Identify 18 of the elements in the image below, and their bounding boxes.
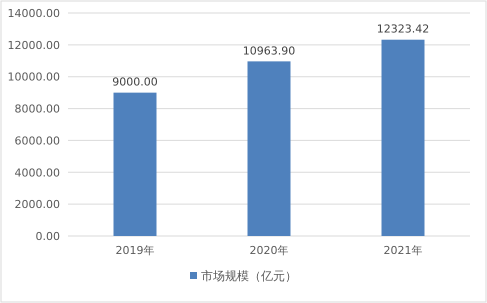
bar — [248, 61, 290, 236]
data-label: 12323.42 — [376, 22, 430, 36]
bar — [382, 40, 424, 236]
x-tick-label: 2021年 — [384, 244, 422, 257]
bar — [114, 92, 156, 236]
y-tick-label: 4000.00 — [14, 166, 60, 180]
x-tick-label: 2020年 — [250, 244, 288, 257]
y-tick-label: 0.00 — [36, 230, 60, 243]
legend-label: 市场规模（亿元） — [201, 269, 297, 283]
y-tick-label: 6000.00 — [14, 134, 60, 148]
y-tick-label: 2000.00 — [14, 198, 60, 212]
y-tick-label: 12000.00 — [8, 38, 60, 52]
y-tick-label: 14000.00 — [8, 7, 60, 20]
x-tick-label: 2019年 — [116, 244, 154, 257]
data-label: 10963.90 — [242, 44, 296, 58]
data-label: 9000.00 — [112, 76, 158, 89]
y-tick-label: 8000.00 — [14, 102, 60, 116]
y-tick-label: 10000.00 — [8, 70, 60, 84]
